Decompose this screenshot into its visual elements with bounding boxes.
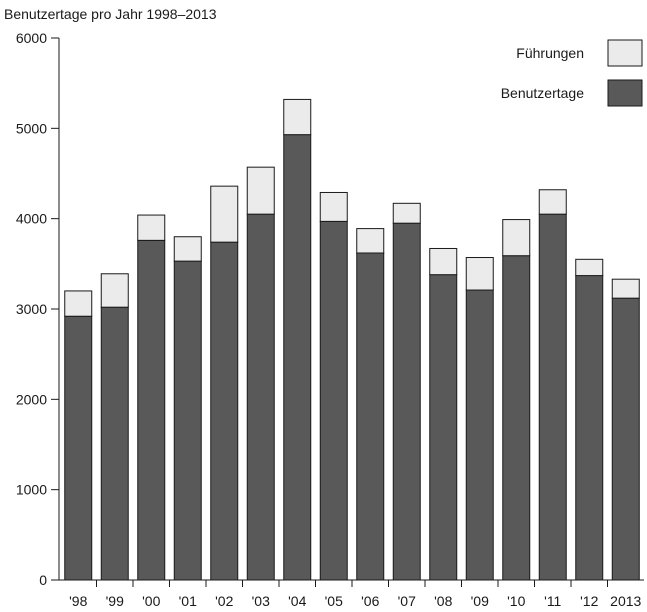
y-tick-label: 6000 [16, 30, 47, 46]
legend-label: Führungen [516, 45, 584, 61]
x-tick-label: '00 [142, 593, 160, 609]
bar-benutzertage [173, 260, 202, 581]
y-tick-label: 1000 [16, 482, 47, 498]
y-tick-label: 5000 [16, 120, 47, 136]
bar-fuehrungen [246, 166, 275, 215]
bar-benutzertage [210, 241, 239, 581]
bar-benutzertage [283, 134, 312, 581]
bar-fuehrungen [465, 257, 494, 291]
bar-benutzertage [465, 289, 494, 581]
x-tick-label: '11 [544, 593, 561, 609]
bar-benutzertage [64, 315, 93, 581]
x-tick-label: '98 [69, 593, 87, 609]
legend: Führungen Benutzertage [501, 39, 643, 107]
bar-benutzertage [319, 220, 348, 581]
bar-benutzertage [137, 239, 166, 581]
x-tick-label: '07 [398, 593, 416, 609]
bar-fuehrungen [319, 191, 348, 222]
bar-fuehrungen [575, 258, 604, 277]
x-tick-label: '12 [580, 593, 598, 609]
bar-fuehrungen [210, 185, 239, 243]
x-tick-label: 2013 [610, 593, 641, 609]
bar-fuehrungen [64, 290, 93, 317]
bar-fuehrungen [392, 202, 421, 224]
y-tick-label: 4000 [16, 211, 47, 227]
x-tick-label: '10 [507, 593, 525, 609]
bar-benutzertage [575, 275, 604, 581]
legend-label: Benutzertage [501, 85, 584, 101]
x-tick-label: '09 [471, 593, 489, 609]
bars [64, 98, 640, 581]
bar-benutzertage [392, 222, 421, 581]
bar-benutzertage [502, 255, 531, 581]
bar-fuehrungen [538, 189, 567, 215]
bar-benutzertage [538, 213, 567, 581]
y-tick-label: 3000 [16, 301, 47, 317]
bar-benutzertage [611, 297, 640, 581]
bar-benutzertage [246, 213, 275, 581]
chart-title: Benutzertage pro Jahr 1998–2013 [4, 6, 217, 22]
x-tick-label: '03 [252, 593, 270, 609]
bar-fuehrungen [173, 236, 202, 262]
legend-swatch [607, 39, 643, 67]
bar-benutzertage [356, 252, 385, 581]
bar-fuehrungen [137, 214, 166, 241]
bar-fuehrungen [283, 98, 312, 136]
bar-fuehrungen [502, 219, 531, 257]
y-tick-label: 2000 [16, 391, 47, 407]
bar-benutzertage [429, 274, 458, 581]
axes: 0 1000 2000 3000 4000 5000 6000 '98 '99 '00 '01 '02… [16, 30, 644, 609]
x-tick-label: '05 [325, 593, 343, 609]
y-tick-label: 0 [39, 572, 47, 588]
bar-fuehrungen [611, 278, 640, 299]
x-tick-label: '02 [215, 593, 233, 609]
x-tick-label: '01 [179, 593, 197, 609]
bar-fuehrungen [356, 228, 385, 254]
bar-fuehrungen [100, 273, 129, 308]
x-tick-label: '08 [434, 593, 452, 609]
x-tick-label: '04 [288, 593, 306, 609]
x-tick-label: '99 [106, 593, 124, 609]
legend-swatch [607, 79, 643, 107]
bar-fuehrungen [429, 247, 458, 276]
bar-benutzertage [100, 306, 129, 581]
x-tick-label: '06 [361, 593, 379, 609]
